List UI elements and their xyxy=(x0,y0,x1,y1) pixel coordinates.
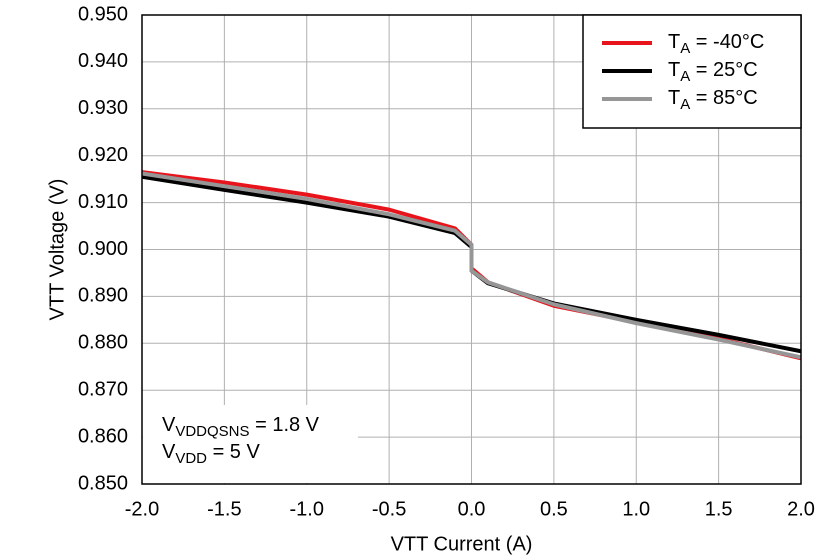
y-axis-label: VTT Voltage (V) xyxy=(46,179,68,321)
y-tick-label: 0.890 xyxy=(78,285,128,307)
y-tick-label: 0.940 xyxy=(78,50,128,72)
plot-frame xyxy=(141,14,802,485)
annotation-part: V xyxy=(162,441,176,463)
x-tick-label: 1.5 xyxy=(705,498,733,520)
y-tick-label: 0.920 xyxy=(78,144,128,166)
x-tick-label: -1.0 xyxy=(290,498,324,520)
annotation-part: V xyxy=(162,414,176,436)
x-tick-label: 2.0 xyxy=(787,498,815,520)
annotation-part: = 1.8 V xyxy=(250,414,320,436)
annotation: VVDD = 5 V xyxy=(162,441,260,467)
legend-label: TA = 85°C xyxy=(668,87,758,113)
x-tick-label: 0.5 xyxy=(540,498,568,520)
y-tick-label: 0.950 xyxy=(78,3,128,25)
y-tick-label: 0.910 xyxy=(78,191,128,213)
annotation-part: = 5 V xyxy=(207,441,260,463)
annotation: VVDDQSNS = 1.8 V xyxy=(162,414,320,440)
x-tick-label: -2.0 xyxy=(125,498,159,520)
y-tick-label: 0.930 xyxy=(78,97,128,119)
legend-label: TA = 25°C xyxy=(668,59,758,85)
x-axis-label: VTT Current (A) xyxy=(391,533,533,555)
x-tick-label: 1.0 xyxy=(622,498,650,520)
y-tick-label: 0.850 xyxy=(78,472,128,494)
x-tick-label: -1.5 xyxy=(207,498,241,520)
data-line xyxy=(141,171,802,360)
y-tick-label: 0.870 xyxy=(78,378,128,400)
y-tick-label: 0.860 xyxy=(78,425,128,447)
x-tick-label: 0.0 xyxy=(458,498,486,520)
y-tick-label: 0.900 xyxy=(78,238,128,260)
legend-label: TA = -40°C xyxy=(668,31,764,57)
annotation-subscript: VDDQSNS xyxy=(175,423,249,440)
x-tick-label: -0.5 xyxy=(372,498,406,520)
annotation-background xyxy=(143,405,358,483)
y-tick-label: 0.880 xyxy=(78,332,128,354)
annotation-subscript: VDD xyxy=(175,450,207,467)
